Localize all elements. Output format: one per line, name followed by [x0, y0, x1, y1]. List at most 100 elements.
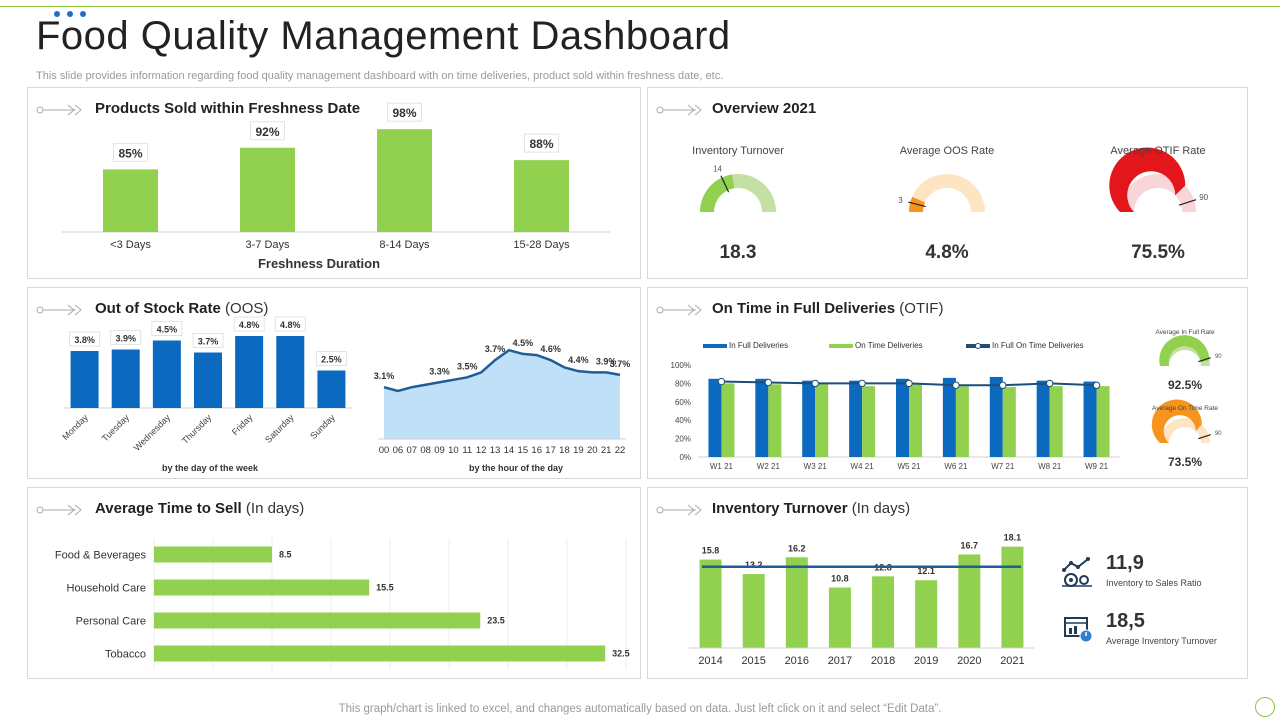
gauge-value: 18.3 — [720, 242, 757, 263]
data-label: 16.2 — [788, 543, 806, 553]
bar — [103, 169, 158, 232]
gauge-fill — [1151, 399, 1202, 443]
x-tick-label: 13 — [490, 445, 501, 456]
y-tick-label: 100% — [671, 361, 691, 370]
decorative-dots — [54, 4, 93, 22]
data-label: 4.5% — [157, 325, 178, 335]
bar — [111, 349, 140, 408]
line-point — [999, 381, 1007, 389]
panel-turnover[interactable]: Inventory Turnover (In days) 15.8 2014 13.… — [647, 487, 1248, 679]
data-label: 4.4% — [568, 355, 589, 365]
data-label: 85% — [118, 146, 142, 160]
x-axis-title: Freshness Duration — [258, 256, 380, 271]
freshness-chart[interactable]: 85% <3 Days 92% 3-7 Days 98% 8-14 Days 88% 15-2… — [28, 88, 640, 278]
turnover-chart[interactable]: 15.8201413.2201516.2201610.8201712.82018… — [648, 488, 1048, 678]
x-tick-label: <3 Days — [110, 239, 151, 251]
panel-title: On Time in Full Deliveries (OTIF) — [712, 300, 944, 317]
gauge-title: Average In Full Rate — [1155, 329, 1215, 336]
x-tick-label: Wednesday — [132, 412, 173, 453]
x-tick-label: W1 21 — [710, 462, 734, 471]
bar-on-time — [768, 384, 782, 457]
bar — [154, 612, 481, 629]
data-label-box — [315, 351, 347, 366]
data-label: 15.8 — [702, 546, 720, 556]
x-tick-label: Tuesday — [100, 412, 132, 444]
bar-in-full — [1083, 381, 1097, 457]
panel-oos[interactable]: Out of Stock Rate (OOS) 3.8% Monday 3.9% Tu… — [27, 287, 641, 479]
dashboard-board-icon — [1064, 617, 1093, 643]
sell-chart[interactable]: 8.5 Food & Beverages 15.5 Household Care 23.… — [28, 488, 640, 678]
legend-label: On Time Deliveries — [855, 341, 923, 350]
kpi-inventory-sales-ratio: 11,9 Inventory to Sales Ratio — [1060, 552, 1240, 592]
page-subtitle: This slide provides information regardin… — [36, 70, 724, 82]
x-tick-label: 00 — [379, 445, 390, 456]
bar-in-full — [1036, 380, 1050, 457]
legend-marker — [975, 343, 981, 349]
panel-otif[interactable]: On Time in Full Deliveries (OTIF) 0% 20% 4… — [647, 287, 1248, 479]
line-point — [952, 381, 960, 389]
x-tick-label: 8-14 Days — [379, 239, 430, 251]
line-point — [811, 379, 819, 388]
data-label: 4.8% — [239, 320, 260, 330]
overview-gauges[interactable]: 14 Inventory Turnover 18.3 3 Average OOS Rat… — [648, 88, 1247, 278]
x-tick-label: Friday — [230, 412, 255, 437]
data-label: 3.9% — [596, 356, 617, 366]
data-label: 3.7% — [610, 359, 631, 369]
x-tick-label: W4 21 — [851, 462, 875, 471]
bar — [152, 340, 181, 408]
data-label: 12.1 — [917, 566, 935, 576]
data-label-box — [387, 102, 422, 122]
gauge-track — [909, 174, 985, 212]
bar-on-time — [1002, 387, 1016, 457]
data-label-box — [151, 321, 183, 336]
bar-in-full — [896, 378, 909, 457]
bar — [377, 129, 432, 232]
gauge-value: 92.5% — [1168, 378, 1202, 392]
x-tick-label: 2017 — [828, 655, 852, 667]
x-tick-label: W9 21 — [1085, 462, 1109, 471]
panel-freshness[interactable]: Products Sold within Freshness Date 85% <… — [27, 87, 641, 279]
panel-overview[interactable]: Overview 2021 14 Inventory Turnover 18.3 3 A… — [647, 87, 1248, 279]
connector-arrow-icon — [656, 304, 702, 316]
bar — [194, 352, 222, 408]
data-label: 3.9% — [115, 334, 136, 344]
gauge-marker-label: 90 — [1215, 431, 1222, 437]
gauge-title: Average OOS Rate — [900, 145, 995, 157]
bar-in-full — [989, 376, 1003, 457]
area-fill — [384, 350, 620, 439]
y-tick-label: 20% — [675, 435, 691, 444]
x-tick-label: Thursday — [180, 412, 214, 446]
panel-sell[interactable]: Average Time to Sell (In days) 8.5 Food &… — [27, 487, 641, 679]
connector-arrow-icon — [36, 304, 82, 316]
gauge-marker-label: 3 — [898, 196, 903, 205]
gauge-title: Average On Time Rate — [1152, 405, 1218, 412]
data-label-box — [274, 316, 306, 332]
bar — [154, 645, 606, 662]
data-label-box — [69, 331, 101, 347]
line-point — [858, 379, 866, 388]
bar — [154, 579, 370, 596]
bar-on-time — [1096, 386, 1110, 457]
line-point — [764, 378, 773, 387]
page-title: Food Quality Management Dashboard — [36, 14, 731, 58]
legend-label: In Full On Time Deliveries — [992, 341, 1084, 350]
y-tick-label: 60% — [675, 398, 691, 407]
data-label: 3.8% — [74, 335, 95, 345]
x-tick-label: 21 — [601, 445, 612, 456]
bar — [317, 370, 346, 408]
data-label-box — [110, 330, 142, 345]
gauge-value: 75.5% — [1131, 242, 1185, 263]
x-tick-label: W3 21 — [804, 462, 828, 471]
data-label: 32.5 — [612, 649, 630, 659]
data-label: 13.2 — [745, 560, 763, 570]
kpi-value: 18,5 — [1106, 610, 1145, 632]
line-point — [1045, 379, 1054, 388]
otif-chart[interactable]: 0% 20% 40% 60% 80% 100% W1 21 W2 21 W3 21 W4 21 W5… — [648, 288, 1247, 478]
oos-charts[interactable]: 3.8% Monday 3.9% Tuesday 4.5% Wednesday 3.7% Th… — [28, 288, 640, 478]
connector-arrow-icon — [36, 104, 82, 116]
data-label: 88% — [529, 137, 553, 151]
panel-title: Overview 2021 — [712, 100, 817, 117]
bar-on-time — [721, 383, 735, 457]
x-tick-label: 20 — [587, 445, 598, 456]
x-tick-label: 17 — [545, 445, 556, 456]
